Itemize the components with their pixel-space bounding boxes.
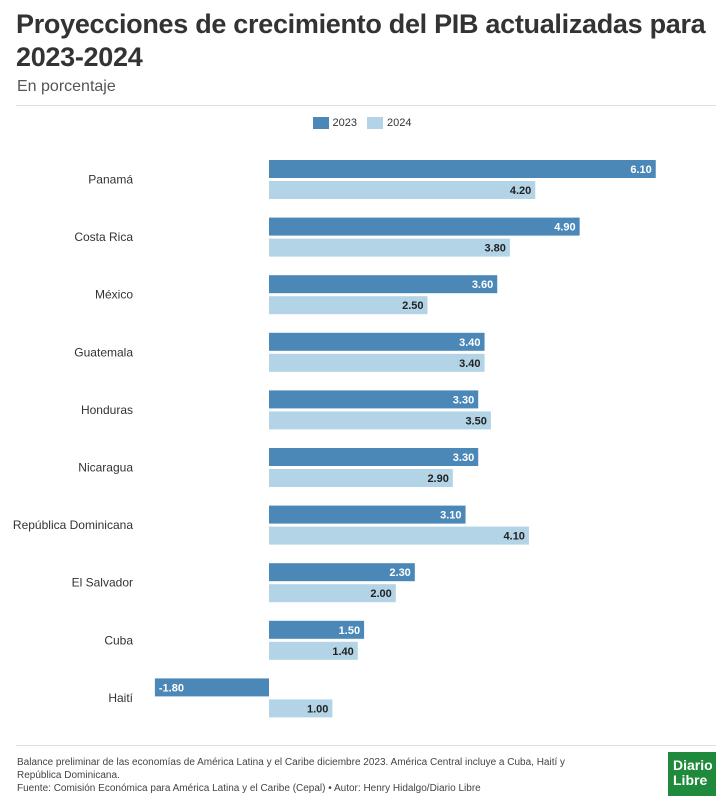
footer-divider [16,745,716,746]
bar-2024-honduras[interactable] [269,411,491,430]
value-label-2024-cuba: 1.40 [332,646,353,658]
category-label-haiti: Haití [108,691,133,705]
chart-title: Proyecciones de crecimiento del PIB actu… [16,9,706,72]
footer-note: Balance preliminar de las economías de A… [17,757,566,781]
legend-swatch-2024 [367,117,383,129]
bar-2024-el-salvador[interactable] [269,584,396,603]
bar-2023-honduras[interactable] [269,390,479,409]
logo-line1: Diario [673,757,713,773]
category-label-panama: Panamá [88,173,133,187]
value-label-2023-republica-dominicana: 3.10 [440,510,461,522]
bar-chart: Panamá 6.10 4.20 Costa Rica 4.90 3.80 México 3.… [13,160,656,718]
value-label-2024-honduras: 3.50 [465,415,486,427]
value-label-2024-nicaragua: 2.90 [427,473,448,485]
bar-2023-nicaragua[interactable] [269,448,479,466]
value-label-2024-panama: 4.20 [510,185,531,197]
category-label-mexico: México [95,288,133,302]
bar-2023-mexico[interactable] [269,275,498,294]
value-label-2023-el-salvador: 2.30 [389,567,410,579]
category-label-cuba: Cuba [104,633,133,647]
bar-2024-haiti[interactable] [269,699,333,718]
value-label-2024-republica-dominicana: 4.10 [504,531,525,543]
bar-2024-cuba[interactable] [269,641,358,660]
legend-label-2024: 2024 [387,117,412,129]
diario-libre-logo: Diario Libre [668,752,716,796]
category-label-costa-rica: Costa Rica [74,230,133,244]
category-label-guatemala: Guatemala [74,345,133,359]
value-label-2024-haiti: 1.00 [307,703,328,715]
category-label-republica-dominicana: República Dominicana [13,518,133,532]
logo-line2: Libre [673,772,708,788]
bar-2023-el-salvador[interactable] [269,563,415,582]
value-label-2023-panama: 6.10 [630,164,651,176]
bar-2024-republica-dominicana[interactable] [269,526,529,545]
bar-2024-costa-rica[interactable] [269,238,510,257]
category-label-honduras: Honduras [81,403,133,417]
value-label-2024-mexico: 2.50 [402,300,423,312]
category-label-nicaragua: Nicaragua [78,461,133,475]
value-label-2024-guatemala: 3.40 [459,358,480,370]
value-label-2023-costa-rica: 4.90 [554,222,575,234]
bar-2023-cuba[interactable] [269,620,365,639]
category-label-el-salvador: El Salvador [72,576,133,590]
value-label-2024-el-salvador: 2.00 [370,588,391,600]
value-label-2023-mexico: 3.60 [472,279,493,291]
value-label-2023-nicaragua: 3.30 [453,452,474,464]
legend-label-2023: 2023 [332,117,357,129]
bar-2023-panama[interactable] [269,160,656,178]
bar-2023-republica-dominicana[interactable] [269,505,466,524]
bar-2024-nicaragua[interactable] [269,469,453,487]
value-label-2023-cuba: 1.50 [339,625,360,637]
bar-2024-guatemala[interactable] [269,353,485,372]
legend: 2023 2024 [0,117,724,129]
value-label-2023-haiti: -1.80 [159,682,184,694]
legend-item-2024[interactable]: 2024 [367,117,411,129]
value-label-2023-honduras: 3.30 [453,394,474,406]
value-label-2023-guatemala: 3.40 [459,337,480,349]
footer-source: Fuente: Comisión Económica para América … [17,783,481,794]
legend-swatch-2023 [312,117,329,129]
chart-subtitle: En porcentaje [17,78,116,95]
header-divider [16,105,716,106]
bar-2023-haiti[interactable] [154,678,269,697]
bar-2023-costa-rica[interactable] [269,217,580,236]
bar-2024-panama[interactable] [269,181,536,199]
legend-item-2023[interactable]: 2023 [312,117,357,129]
bar-2024-mexico[interactable] [269,296,428,315]
value-label-2024-costa-rica: 3.80 [484,243,505,255]
bar-2023-guatemala[interactable] [269,332,485,351]
footer-notes: Balance preliminar de las economías de A… [17,756,577,795]
